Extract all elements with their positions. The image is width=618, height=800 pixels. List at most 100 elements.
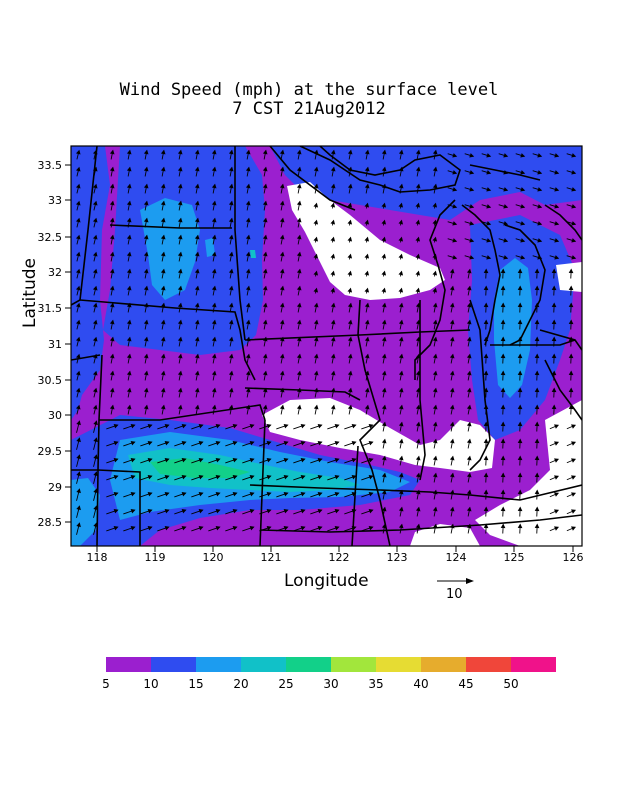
wind-arrow-head <box>398 472 404 478</box>
wind-arrow-head <box>126 251 132 257</box>
wind-arrow-head <box>76 420 81 426</box>
wind-arrow-head <box>551 353 557 359</box>
speed-region-15-20 <box>140 198 200 300</box>
wind-arrow-head <box>551 319 557 325</box>
wind-arrow-head <box>143 302 149 308</box>
wind-arrow-head <box>334 474 340 480</box>
wind-arrow-head <box>313 370 319 376</box>
wind-arrow-head <box>245 302 251 308</box>
wind-arrow-head <box>347 336 353 342</box>
wind-arrow-head <box>245 268 251 274</box>
wind-arrow-head <box>143 336 149 342</box>
wind-arrow-head <box>130 457 136 463</box>
wind-arrow-head <box>466 285 472 291</box>
wind-arrow-head <box>228 336 234 342</box>
wind-arrow-head <box>143 217 149 223</box>
wind-arrow-head <box>160 404 166 410</box>
wind-arrow-head <box>181 457 187 463</box>
wind-arrow-head <box>245 183 251 189</box>
wind-arrow-head <box>364 183 370 189</box>
wind-arrow-head <box>147 474 153 480</box>
wind-arrow-head <box>113 491 119 497</box>
wind-arrow-head <box>262 200 268 206</box>
wind-arrow-head <box>317 440 323 446</box>
wind-arrow-head <box>126 217 132 223</box>
wind-arrow-head <box>245 149 251 155</box>
x-tick-label: 124 <box>446 551 467 564</box>
wind-arrow-head <box>551 302 557 308</box>
wind-arrow-head <box>245 251 251 257</box>
wind-arrow-head <box>469 187 475 192</box>
wind-arrow-head <box>194 336 200 342</box>
wind-arrow-head <box>517 404 523 410</box>
wind-arrow-head <box>194 302 200 308</box>
wind-arrow-head <box>249 491 255 497</box>
wind-arrow-head <box>347 404 353 410</box>
boundary-line <box>539 329 582 351</box>
wind-arrow-head <box>483 506 489 512</box>
wind-arrow-head <box>232 423 238 429</box>
wind-arrow-head <box>211 370 217 376</box>
wind-arrow-head <box>415 506 421 512</box>
wind-arrow-head <box>126 370 132 376</box>
wind-arrow-head <box>381 253 387 259</box>
wind-arrow-head <box>500 404 506 410</box>
wind-arrow-head <box>317 423 323 429</box>
wind-arrow-head <box>534 353 540 359</box>
wind-arrow-head <box>432 253 438 259</box>
wind-arrow-head <box>296 285 302 291</box>
wind-arrow-head <box>432 387 438 393</box>
wind-arrow-head <box>109 302 115 308</box>
wind-arrow-head <box>398 523 404 529</box>
wind-arrow-head <box>381 302 387 308</box>
wind-arrow-head <box>520 187 526 192</box>
wind-arrow-head <box>296 183 302 189</box>
wind-arrow-head <box>92 200 98 206</box>
wind-arrow-head <box>126 234 132 240</box>
colorbar-label: 35 <box>368 677 383 691</box>
wind-arrow-head <box>534 404 540 410</box>
wind-arrow-head <box>249 423 255 429</box>
wind-arrow-head <box>228 353 234 359</box>
wind-arrow-head <box>483 404 489 410</box>
wind-arrow-head <box>449 438 455 444</box>
wind-arrow-head <box>198 457 204 463</box>
wind-arrow-head <box>109 217 115 223</box>
colorbar-swatch <box>331 657 376 672</box>
wind-arrow-head <box>75 370 81 376</box>
wind-arrow-head <box>279 251 285 257</box>
wind-arrow-head <box>500 489 506 495</box>
wind-arrow-head <box>503 187 509 192</box>
wind-arrow-head <box>330 166 336 172</box>
wind-arrow-head <box>466 523 472 529</box>
wind-arrow-head <box>211 336 217 342</box>
wind-arrow-head <box>113 508 119 514</box>
wind-arrow-head <box>317 525 323 531</box>
wind-arrow-head <box>483 319 489 325</box>
wind-arrow-head <box>415 404 421 410</box>
wind-arrow-head <box>466 421 472 427</box>
wind-arrow-head <box>279 285 285 291</box>
wind-arrow-head <box>554 238 560 243</box>
wind-arrow-head <box>330 387 336 393</box>
wind-arrow-head <box>568 285 574 291</box>
wind-arrow-head <box>452 255 458 260</box>
wind-arrow-head <box>554 204 560 209</box>
wind-arrow-head <box>415 166 421 172</box>
wind-arrow-head <box>483 285 489 291</box>
wind-arrow-head <box>198 474 204 480</box>
wind-arrow-head <box>534 319 540 325</box>
wind-arrow-head <box>296 302 302 308</box>
wind-arrow-head <box>364 202 370 208</box>
wind-arrow-head <box>398 438 404 444</box>
wind-arrow-head <box>300 525 306 531</box>
wind-arrow-head <box>334 508 340 514</box>
wind-arrow-head <box>364 336 370 342</box>
reference-vector-label: 10 <box>446 587 463 602</box>
wind-arrow-head <box>109 166 115 172</box>
wind-arrow-head <box>279 268 285 274</box>
wind-arrow-head <box>249 508 255 514</box>
wind-arrow-head <box>296 200 302 206</box>
wind-arrow-head <box>194 166 200 172</box>
